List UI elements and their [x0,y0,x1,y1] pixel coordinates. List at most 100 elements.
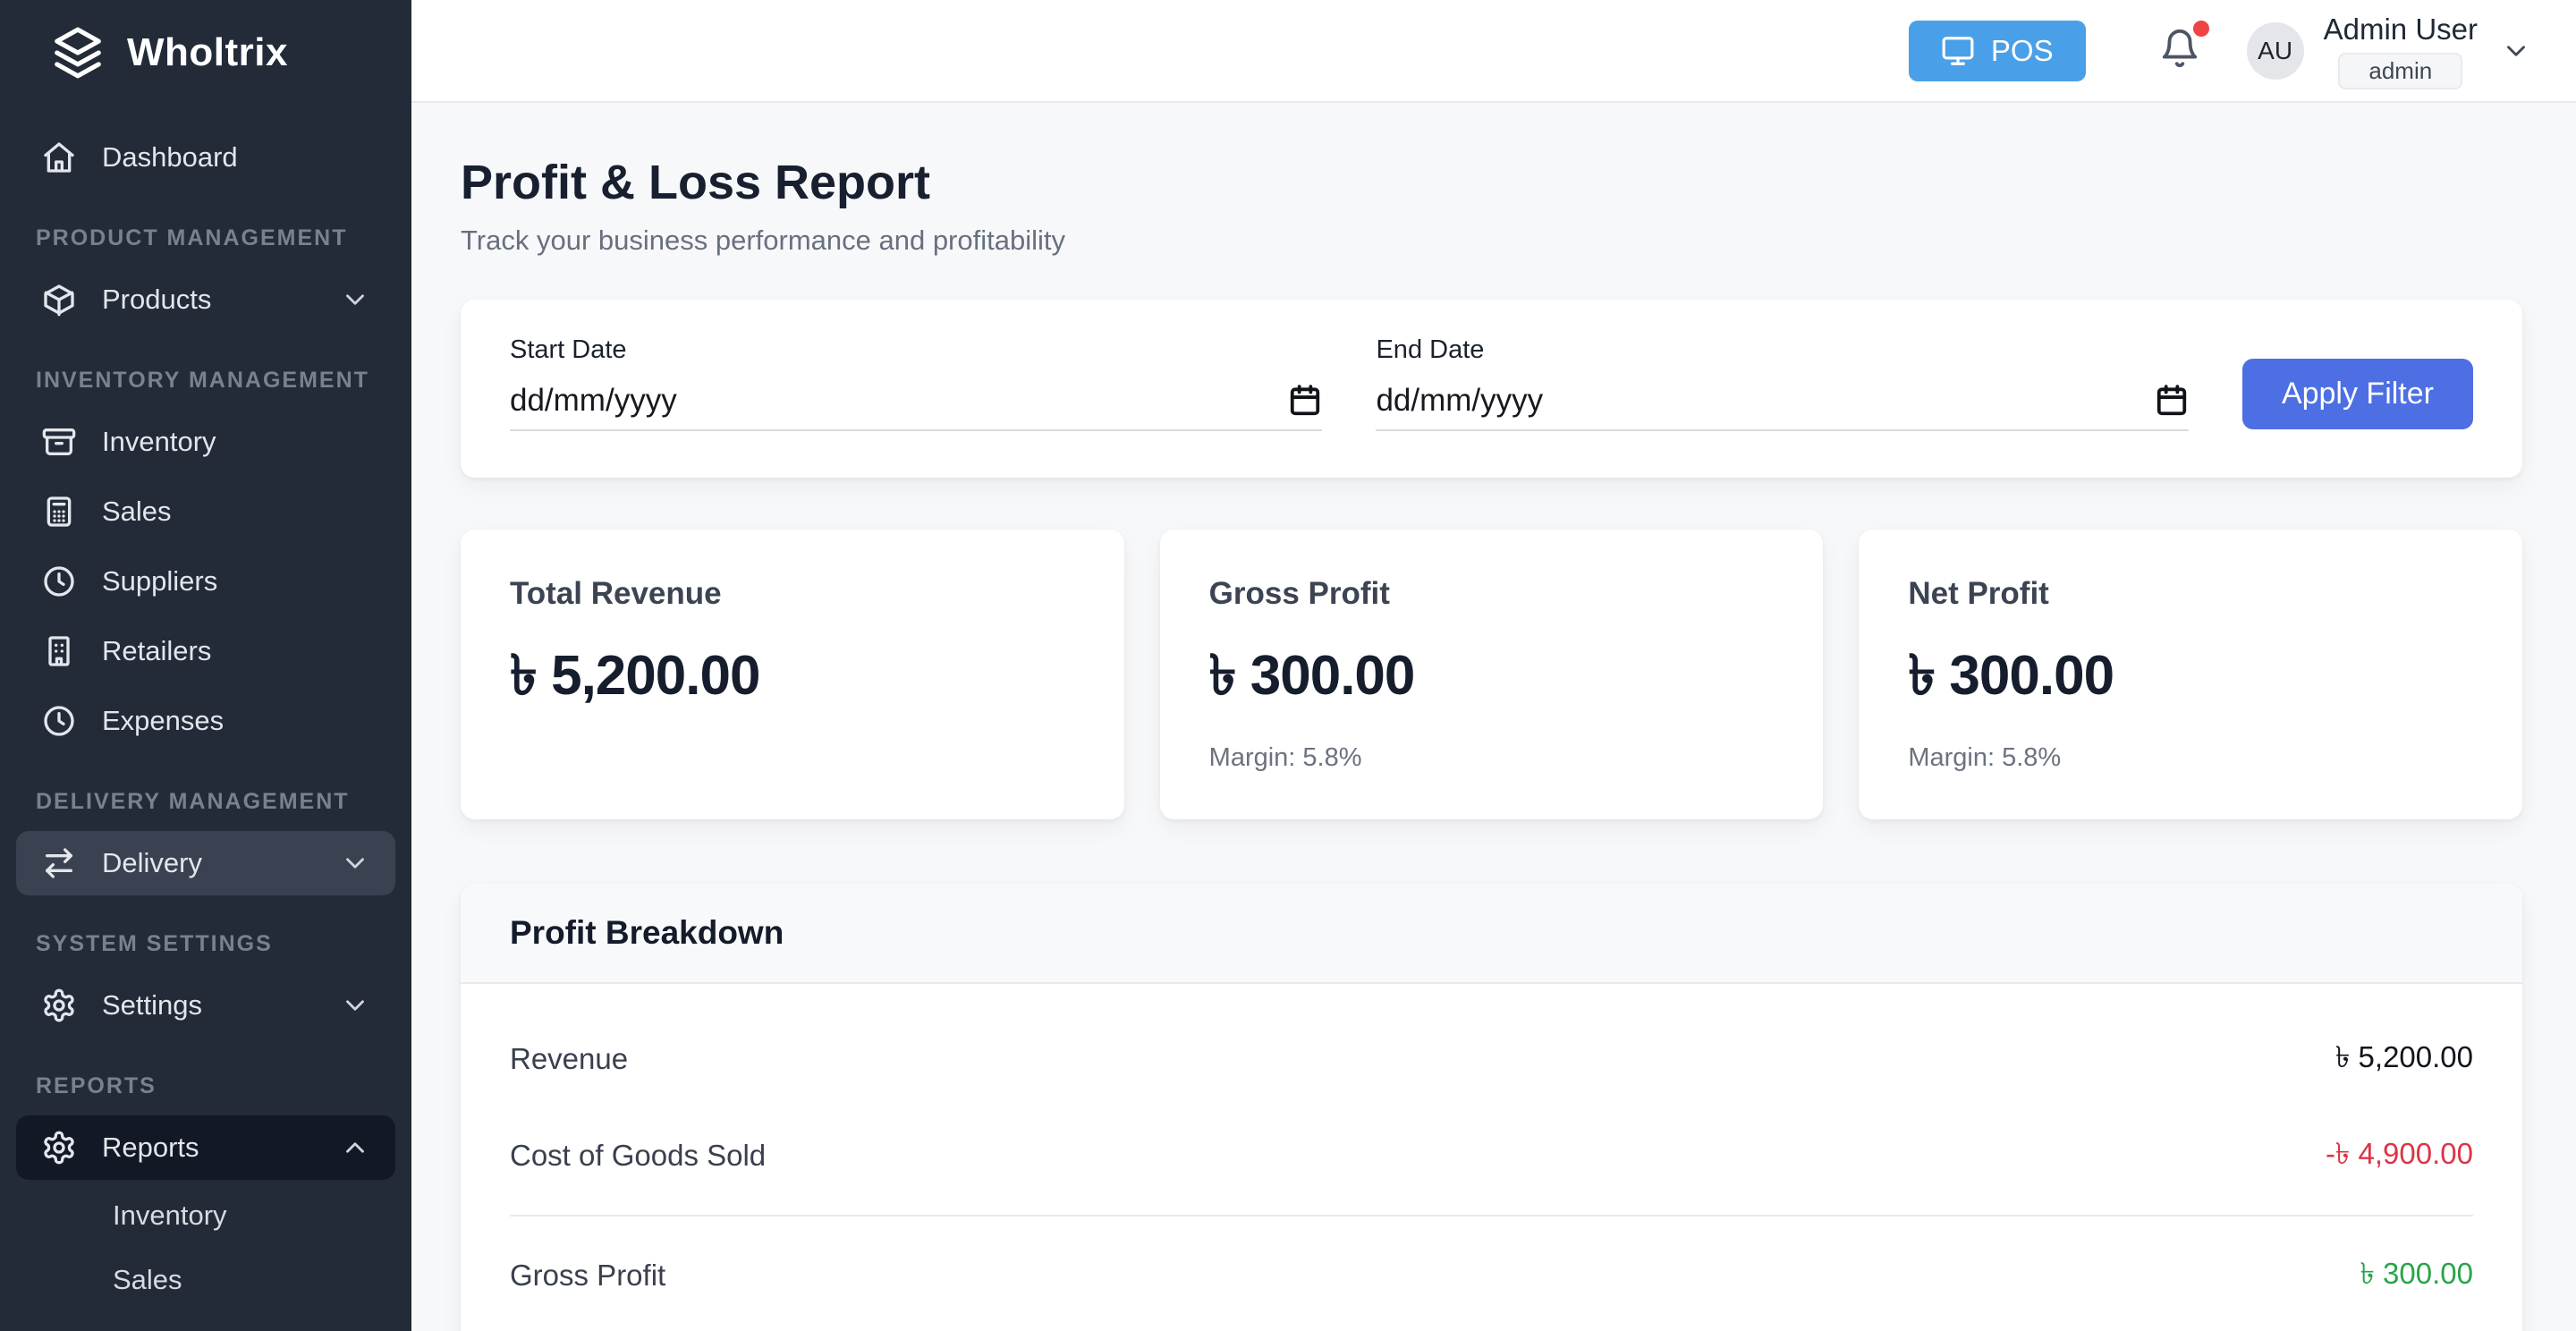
breakdown-row-cogs: Cost of Goods Sold -৳ 4,900.00 [510,1107,2473,1204]
stat-margin: Margin: 5.8% [1208,743,1362,772]
sidebar-item-label: Products [102,284,212,315]
brand-name: Wholtrix [127,30,288,74]
home-icon [41,140,77,175]
sidebar-item-label: Expenses [102,705,225,736]
sidebar-item-label: Delivery [102,847,202,878]
profit-breakdown-card: Profit Breakdown Revenue ৳ 5,200.00 Cost… [461,884,2522,1331]
sidebar-item-label: Reports [102,1132,199,1163]
sidebar-subitem-inventory-report[interactable]: Inventory [113,1200,227,1231]
clock-icon [41,564,77,599]
apply-filter-button[interactable]: Apply Filter [2241,359,2473,429]
chevron-down-icon [340,284,370,315]
stat-margin: Margin: 5.8% [1908,743,2062,772]
gross-profit-card: Gross Profit ৳ 300.00 Margin: 5.8% [1159,530,1824,819]
row-value: ৳ 5,200.00 [2334,1040,2473,1073]
sidebar-subitem-sales-report[interactable]: Sales [113,1264,182,1295]
top-header: POS AU Admin User admin [411,0,2576,103]
stat-value: ৳ 300.00 [1208,645,1416,707]
sidebar-item-retailers[interactable]: Retailers [16,619,395,683]
sidebar-section-product-management: PRODUCT MANAGEMENT [36,225,348,250]
sidebar-section-system-settings: SYSTEM SETTINGS [36,931,273,956]
avatar: AU [2246,21,2304,80]
breakdown-title: Profit Breakdown [510,914,784,951]
sidebar-item-label: Suppliers [102,565,218,597]
user-role-badge: admin [2338,52,2463,89]
total-revenue-card: Total Revenue ৳ 5,200.00 [461,530,1124,819]
sidebar-nav: Dashboard PRODUCT MANAGEMENT Products IN… [0,104,411,1331]
start-date-input-wrap [510,383,1323,431]
sidebar-item-label: Settings [102,989,203,1021]
clock-icon [41,703,77,739]
user-menu[interactable]: AU Admin User admin [2246,13,2531,89]
chevron-down-icon [340,990,370,1021]
sidebar-item-label: Inventory [102,426,216,457]
row-label: Revenue [510,1042,629,1075]
breakdown-row-revenue: Revenue ৳ 5,200.00 [510,1011,2473,1107]
chevron-up-icon [340,1132,370,1163]
content-area: Profit & Loss Report Track your business… [411,103,2576,1331]
stat-value: ৳ 5,200.00 [510,645,760,707]
archive-icon [41,424,77,460]
breakdown-header: Profit Breakdown [461,884,2522,984]
breakdown-group: Gross Profit ৳ 300.00 Operating Expenses… [510,1215,2473,1331]
net-profit-card: Net Profit ৳ 300.00 Margin: 5.8% [1859,530,2522,819]
start-date-input[interactable] [510,383,1289,419]
sidebar-subitem-stock-level[interactable]: Stock Level [16,1314,395,1331]
end-date-label: End Date [1376,335,1485,364]
summary-cards: Total Revenue ৳ 5,200.00 Gross Profit ৳ … [461,530,2522,819]
notification-dot [2192,21,2209,37]
end-date-input-wrap [1376,383,2189,431]
calendar-icon[interactable] [1288,384,1322,418]
row-label: Gross Profit [510,1259,666,1292]
date-filter-card: Start Date End Date Apply Filter [461,300,2522,478]
monitor-icon [1941,34,1975,68]
arrows-swap-icon [41,845,77,881]
bell-icon [2159,28,2200,69]
sidebar-item-products[interactable]: Products [16,267,395,332]
breakdown-row-operating-expenses: Operating Expenses -৳ 0 [510,1324,2473,1331]
stat-value: ৳ 300.00 [1908,645,2114,707]
page-subtitle: Track your business performance and prof… [461,225,1065,256]
breakdown-body: Revenue ৳ 5,200.00 Cost of Goods Sold -৳… [461,984,2522,1331]
stat-label: Net Profit [1908,576,2049,611]
start-date-field: Start Date [510,335,1323,431]
calendar-icon[interactable] [2155,384,2189,418]
row-label: Cost of Goods Sold [510,1139,767,1172]
stat-label: Gross Profit [1208,576,1390,611]
start-date-label: Start Date [510,335,627,364]
pos-button-label: POS [1990,33,2054,67]
page-title: Profit & Loss Report [461,156,931,209]
sidebar-item-sales[interactable]: Sales [16,479,395,544]
sidebar-item-delivery[interactable]: Delivery [16,831,395,895]
sidebar-item-expenses[interactable]: Expenses [16,689,395,753]
sidebar-item-reports[interactable]: Reports [16,1115,395,1180]
sidebar-section-inventory-management: INVENTORY MANAGEMENT [36,368,369,393]
user-name: Admin User [2323,12,2478,46]
package-icon [41,282,77,318]
sidebar-item-suppliers[interactable]: Suppliers [16,549,395,614]
chevron-down-icon [2501,36,2531,66]
sidebar-item-dashboard[interactable]: Dashboard [16,125,395,190]
user-meta: Admin User admin [2324,13,2478,89]
sidebar-section-delivery-management: DELIVERY MANAGEMENT [36,789,350,814]
notifications-button[interactable] [2159,21,2209,73]
brand: Wholtrix [0,0,411,104]
sidebar: Wholtrix Dashboard PRODUCT MANAGEMENT Pr… [0,0,411,1331]
gear-icon [41,988,77,1023]
sidebar-section-reports: REPORTS [36,1073,157,1098]
layers-logo-icon [50,25,106,81]
sidebar-item-label: Sales [102,496,172,527]
end-date-input[interactable] [1376,383,2155,419]
calculator-icon [41,494,77,530]
chevron-down-icon [340,848,370,878]
row-value: -৳ 4,900.00 [2325,1137,2473,1170]
breakdown-group: Revenue ৳ 5,200.00 Cost of Goods Sold -৳… [510,1000,2473,1215]
breakdown-row-gross-profit: Gross Profit ৳ 300.00 [510,1227,2473,1324]
row-value: ৳ 300.00 [2360,1257,2473,1290]
stat-label: Total Revenue [510,576,722,611]
building-icon [41,633,77,669]
sidebar-item-label: Retailers [102,635,212,666]
pos-button[interactable]: POS [1908,20,2086,81]
sidebar-item-settings[interactable]: Settings [16,973,395,1038]
sidebar-item-inventory[interactable]: Inventory [16,410,395,474]
